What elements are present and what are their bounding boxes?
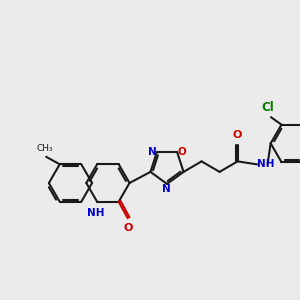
Text: N: N [162, 184, 171, 194]
Text: NH: NH [257, 159, 274, 170]
Text: NH: NH [87, 208, 104, 218]
Text: O: O [124, 223, 133, 233]
Text: CH₃: CH₃ [36, 144, 53, 153]
Text: Cl: Cl [261, 100, 274, 114]
Text: O: O [233, 130, 242, 140]
Text: O: O [177, 147, 186, 157]
Text: N: N [148, 147, 156, 157]
